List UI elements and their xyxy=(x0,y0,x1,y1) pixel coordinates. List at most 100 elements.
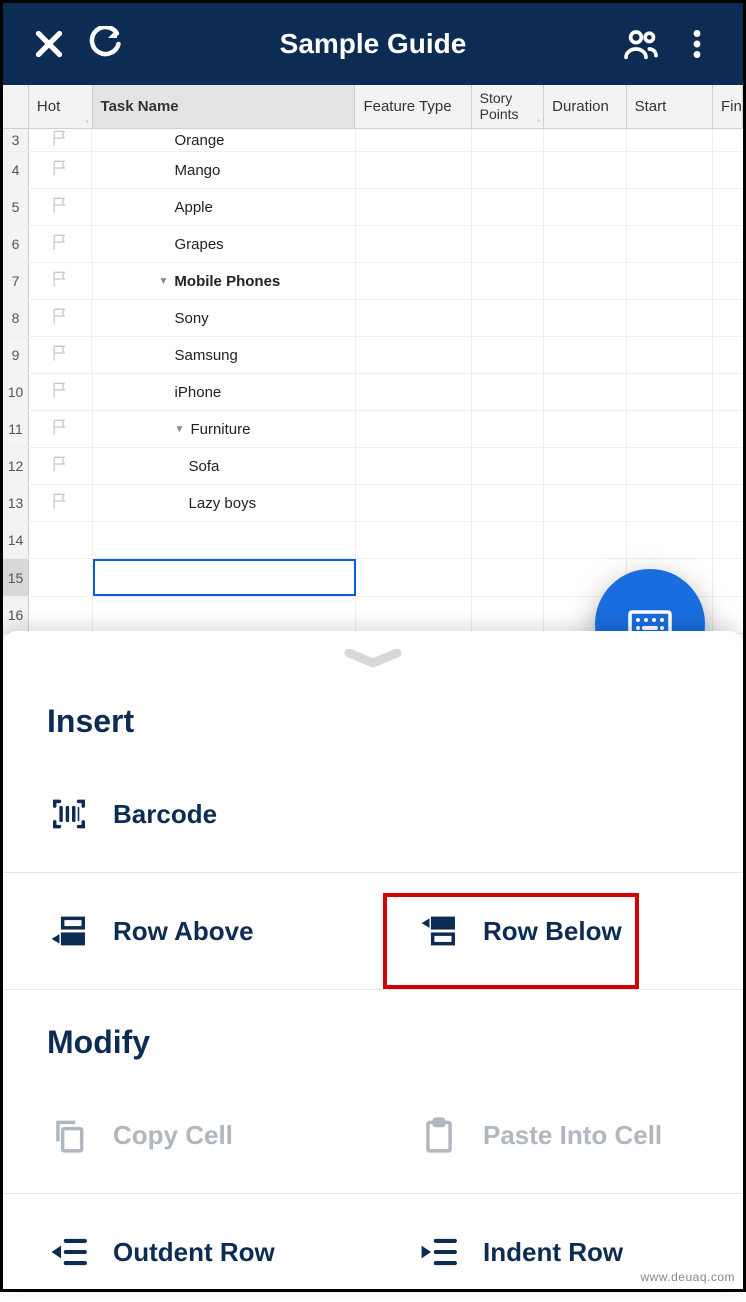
cell-hot[interactable] xyxy=(29,300,93,336)
sheet-drag-handle[interactable] xyxy=(339,651,407,669)
menu-outdent-row[interactable]: Outdent Row xyxy=(3,1202,373,1302)
cell-story[interactable] xyxy=(472,448,544,484)
menu-row-below[interactable]: Row Below xyxy=(373,881,743,981)
cell-hot[interactable] xyxy=(29,152,93,188)
cell-task[interactable]: iPhone xyxy=(93,374,356,410)
cell-hot[interactable] xyxy=(29,411,93,447)
cell-task[interactable]: ▼Mobile Phones xyxy=(93,263,356,299)
cell-start[interactable] xyxy=(627,129,713,151)
cell-hot[interactable] xyxy=(29,129,93,151)
row-number[interactable]: 10 xyxy=(3,374,29,410)
col-header-task[interactable]: Task Name xyxy=(93,85,356,128)
cell-feature[interactable] xyxy=(356,152,472,188)
table-row[interactable]: 3 Orange xyxy=(3,129,743,152)
table-row[interactable]: 9 Samsung xyxy=(3,337,743,374)
cell-start[interactable] xyxy=(627,448,713,484)
cell-finish[interactable] xyxy=(713,597,743,633)
cell-finish[interactable] xyxy=(713,152,743,188)
table-row[interactable]: 6 Grapes xyxy=(3,226,743,263)
cell-duration[interactable] xyxy=(544,448,626,484)
collapse-arrow-icon[interactable]: ▼ xyxy=(175,424,185,435)
cell-task[interactable] xyxy=(93,522,356,558)
cell-story[interactable] xyxy=(472,189,544,225)
table-row[interactable]: 5Apple xyxy=(3,189,743,226)
col-header-start[interactable]: Start xyxy=(627,85,713,128)
row-number[interactable]: 16 xyxy=(3,597,29,633)
col-header-feature[interactable]: Feature Type xyxy=(355,85,471,128)
cell-task[interactable]: Sony xyxy=(92,300,355,336)
table-row[interactable]: 11▼Furniture xyxy=(3,411,743,448)
cell-story[interactable] xyxy=(472,411,544,447)
col-header-finish[interactable]: Fin xyxy=(713,85,743,128)
table-row[interactable]: 12Sofa xyxy=(3,448,743,485)
cell-duration[interactable] xyxy=(544,189,626,225)
cell-finish[interactable] xyxy=(713,522,743,558)
cell-finish[interactable] xyxy=(713,559,743,596)
cell-hot[interactable] xyxy=(29,448,93,484)
cell-story[interactable] xyxy=(472,374,544,410)
cell-hot[interactable] xyxy=(29,189,93,225)
cell-hot[interactable] xyxy=(29,263,93,299)
cell-start[interactable] xyxy=(627,337,713,373)
more-button[interactable] xyxy=(669,16,725,72)
cell-story[interactable] xyxy=(472,152,544,188)
cell-feature[interactable] xyxy=(356,485,472,521)
cell-duration[interactable] xyxy=(544,300,626,336)
col-header-hot[interactable]: Hot◦ xyxy=(29,85,93,128)
cell-task[interactable]: Orange xyxy=(92,129,355,151)
cell-feature[interactable] xyxy=(356,448,472,484)
cell-finish[interactable] xyxy=(713,226,743,262)
cell-feature[interactable] xyxy=(356,189,472,225)
row-number[interactable]: 15 xyxy=(3,559,29,596)
cell-duration[interactable] xyxy=(544,411,626,447)
table-row[interactable]: 4Mango xyxy=(3,152,743,189)
table-row[interactable]: 7 ▼Mobile Phones xyxy=(3,263,743,300)
row-number[interactable]: 14 xyxy=(3,522,29,558)
col-header-duration[interactable]: Duration xyxy=(544,85,626,128)
cell-duration[interactable] xyxy=(544,129,626,151)
cell-feature[interactable] xyxy=(356,300,472,336)
cell-hot[interactable] xyxy=(29,226,93,262)
row-number[interactable]: 6 xyxy=(3,226,29,262)
cell-feature[interactable] xyxy=(356,374,472,410)
refresh-button[interactable] xyxy=(77,16,133,72)
row-number[interactable]: 3 xyxy=(3,129,29,151)
cell-finish[interactable] xyxy=(713,263,743,299)
cell-story[interactable] xyxy=(472,559,545,596)
cell-start[interactable] xyxy=(627,189,713,225)
cell-hot[interactable] xyxy=(29,374,93,410)
cell-finish[interactable] xyxy=(713,337,743,373)
table-row[interactable]: 8Sony xyxy=(3,300,743,337)
cell-hot[interactable] xyxy=(29,559,93,596)
cell-duration[interactable] xyxy=(544,522,626,558)
cell-task[interactable]: Sofa xyxy=(93,448,356,484)
cell-story[interactable] xyxy=(472,337,544,373)
cell-task[interactable]: Lazy boys xyxy=(93,485,356,521)
cell-story[interactable] xyxy=(472,300,544,336)
cell-start[interactable] xyxy=(627,300,713,336)
cell-finish[interactable] xyxy=(713,374,743,410)
close-button[interactable] xyxy=(21,16,77,72)
cell-story[interactable] xyxy=(472,522,545,558)
cell-story[interactable] xyxy=(472,485,544,521)
cell-finish[interactable] xyxy=(713,129,743,151)
cell-start[interactable] xyxy=(627,411,713,447)
cell-feature[interactable] xyxy=(356,522,472,558)
cell-task[interactable] xyxy=(93,597,356,633)
cell-task[interactable]: Grapes xyxy=(92,226,355,262)
cell-task[interactable]: Samsung xyxy=(92,337,355,373)
cell-hot[interactable] xyxy=(29,597,93,633)
table-row[interactable]: 13Lazy boys xyxy=(3,485,743,522)
cell-feature[interactable] xyxy=(356,226,472,262)
cell-feature[interactable] xyxy=(356,597,472,633)
cell-task[interactable]: ▼Furniture xyxy=(93,411,356,447)
row-number[interactable]: 7 xyxy=(3,263,29,299)
col-header-story[interactable]: Story Points◦ xyxy=(472,85,545,128)
cell-finish[interactable] xyxy=(713,189,743,225)
col-header-rownum[interactable] xyxy=(3,85,29,128)
row-number[interactable]: 5 xyxy=(3,189,29,225)
cell-start[interactable] xyxy=(627,263,713,299)
cell-task[interactable]: Mango xyxy=(92,152,355,188)
row-number[interactable]: 9 xyxy=(3,337,29,373)
cell-finish[interactable] xyxy=(713,411,743,447)
